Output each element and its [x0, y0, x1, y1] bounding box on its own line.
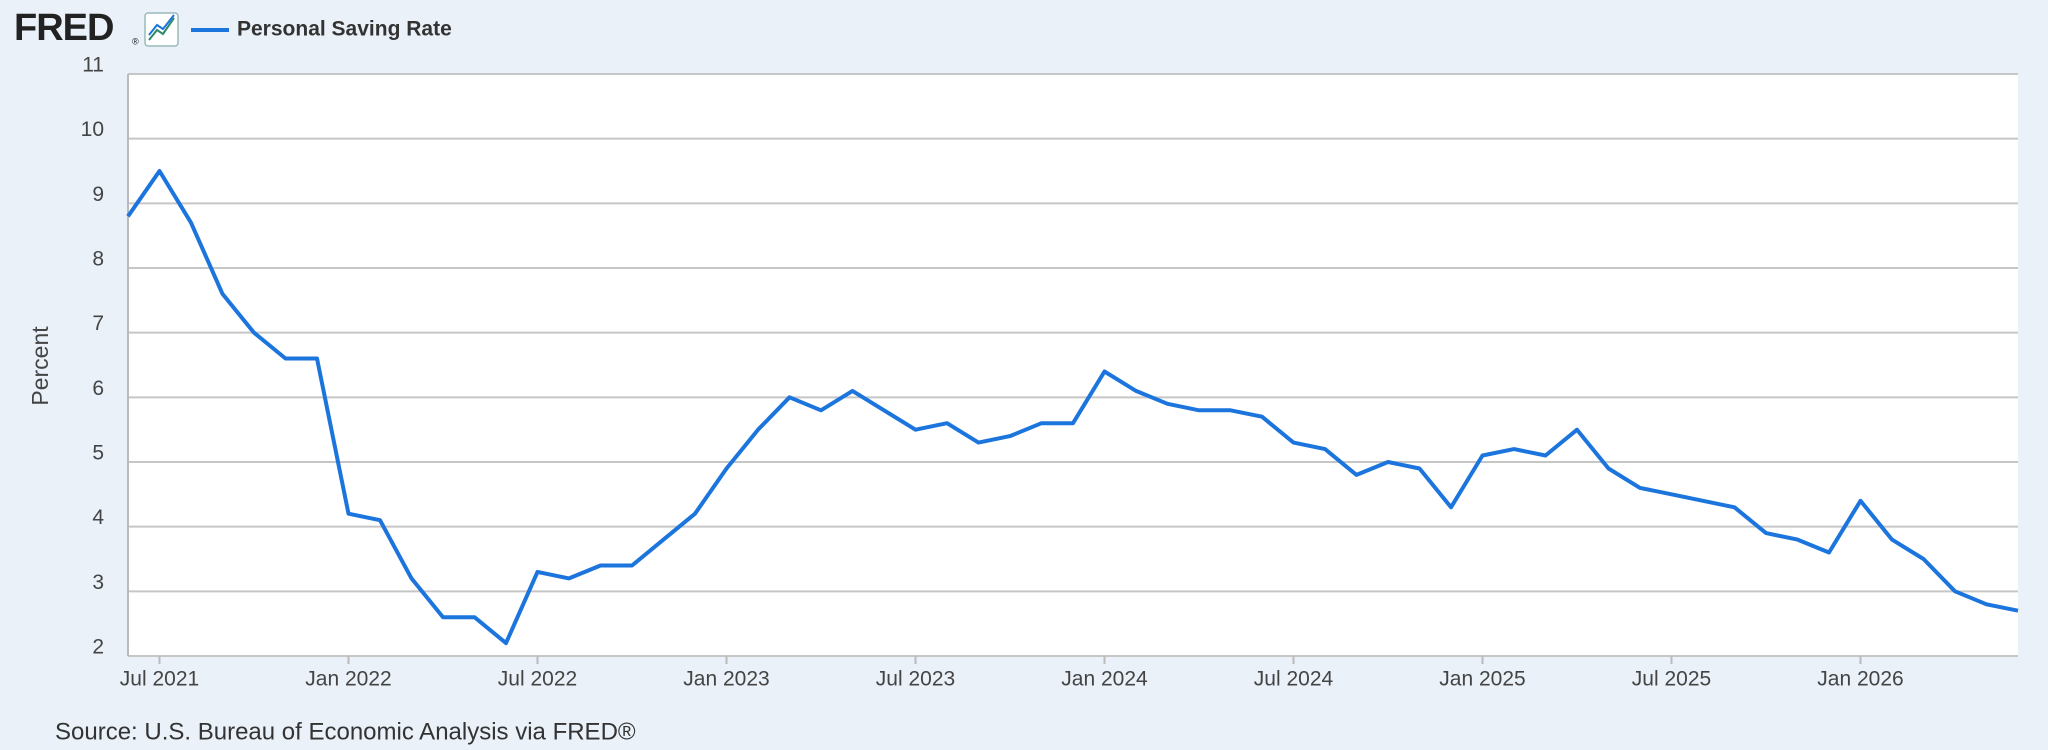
y-tick-label: 5: [92, 442, 104, 465]
x-tick-label: Jan 2024: [1061, 668, 1148, 691]
source: Source: U.S. Bureau of Economic Analysis…: [55, 718, 636, 745]
y-tick-label: 3: [92, 571, 104, 594]
y-tick-label: 7: [92, 312, 104, 335]
legend-label: Personal Saving Rate: [237, 18, 452, 41]
logo: FRED: [14, 7, 113, 49]
y-tick-label: 8: [92, 248, 104, 271]
y-axis-label: Percent: [27, 326, 53, 406]
y-tick-label: 10: [81, 118, 104, 141]
data-line: [126, 169, 2019, 646]
x-tick-label: Jul 2021: [120, 668, 199, 691]
x-tick-label: Jan 2026: [1817, 668, 1903, 691]
x-tick-label: Jan 2023: [683, 668, 769, 691]
y-tick-label: 4: [92, 506, 104, 529]
y-tick-label: 9: [92, 183, 104, 206]
y-tick-label: 11: [82, 54, 104, 77]
y-tick-label: 2: [92, 636, 104, 659]
plot-area: [127, 73, 2018, 657]
y-tick-label: 6: [92, 377, 104, 400]
x-tick-label: Jul 2023: [876, 668, 955, 691]
x-tick-label: Jul 2024: [1254, 668, 1334, 691]
x-tick-label: Jan 2025: [1439, 668, 1525, 691]
logo-registered: ®: [132, 36, 139, 46]
x-tick-label: Jan 2022: [305, 668, 391, 691]
graph-icon: [144, 12, 179, 47]
plot-background: [128, 74, 2018, 656]
x-tick-label: Jul 2025: [1632, 668, 1711, 691]
x-tick-label: Jul 2022: [498, 668, 577, 691]
